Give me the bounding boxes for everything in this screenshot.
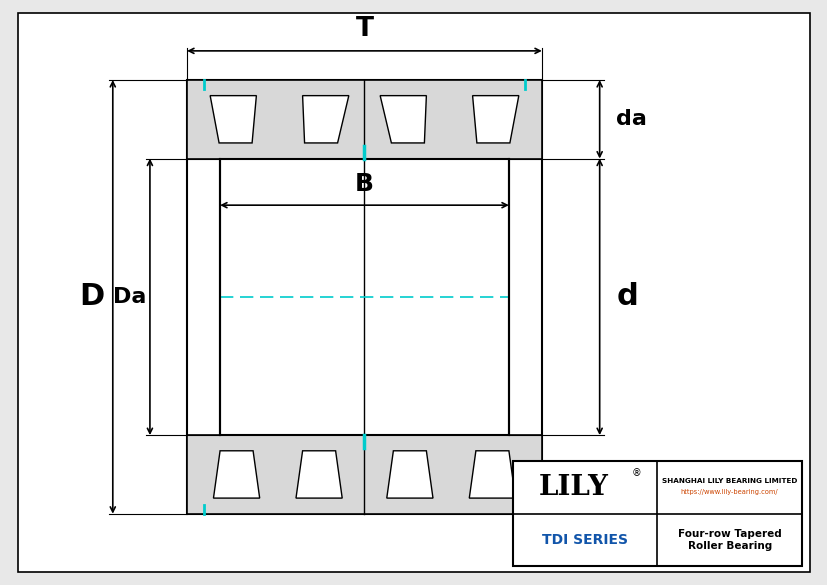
Polygon shape (302, 95, 348, 143)
Bar (220, 159, 509, 435)
Text: Da: Da (112, 287, 146, 307)
Text: LILY: LILY (538, 474, 608, 501)
Polygon shape (295, 451, 342, 498)
Bar (187, 80, 541, 514)
Bar (187, 435, 541, 514)
Text: da: da (615, 109, 646, 129)
Text: Four-row Tapered
Roller Bearing: Four-row Tapered Roller Bearing (677, 529, 781, 550)
Polygon shape (213, 451, 260, 498)
Polygon shape (380, 95, 426, 143)
Text: d: d (615, 283, 637, 311)
Bar (513, 462, 801, 566)
Text: B: B (355, 173, 374, 197)
Text: ®: ® (631, 468, 641, 478)
Text: T: T (355, 16, 373, 42)
Polygon shape (472, 95, 519, 143)
Polygon shape (469, 451, 515, 498)
Text: SHANGHAI LILY BEARING LIMITED: SHANGHAI LILY BEARING LIMITED (661, 477, 796, 484)
Bar (187, 80, 541, 159)
Polygon shape (386, 451, 433, 498)
Bar (187, 435, 541, 514)
Bar (187, 80, 541, 159)
Polygon shape (210, 95, 256, 143)
Text: https://www.lily-bearing.com/: https://www.lily-bearing.com/ (680, 489, 777, 495)
Text: TDI SERIES: TDI SERIES (542, 533, 628, 547)
Text: D: D (79, 283, 105, 311)
